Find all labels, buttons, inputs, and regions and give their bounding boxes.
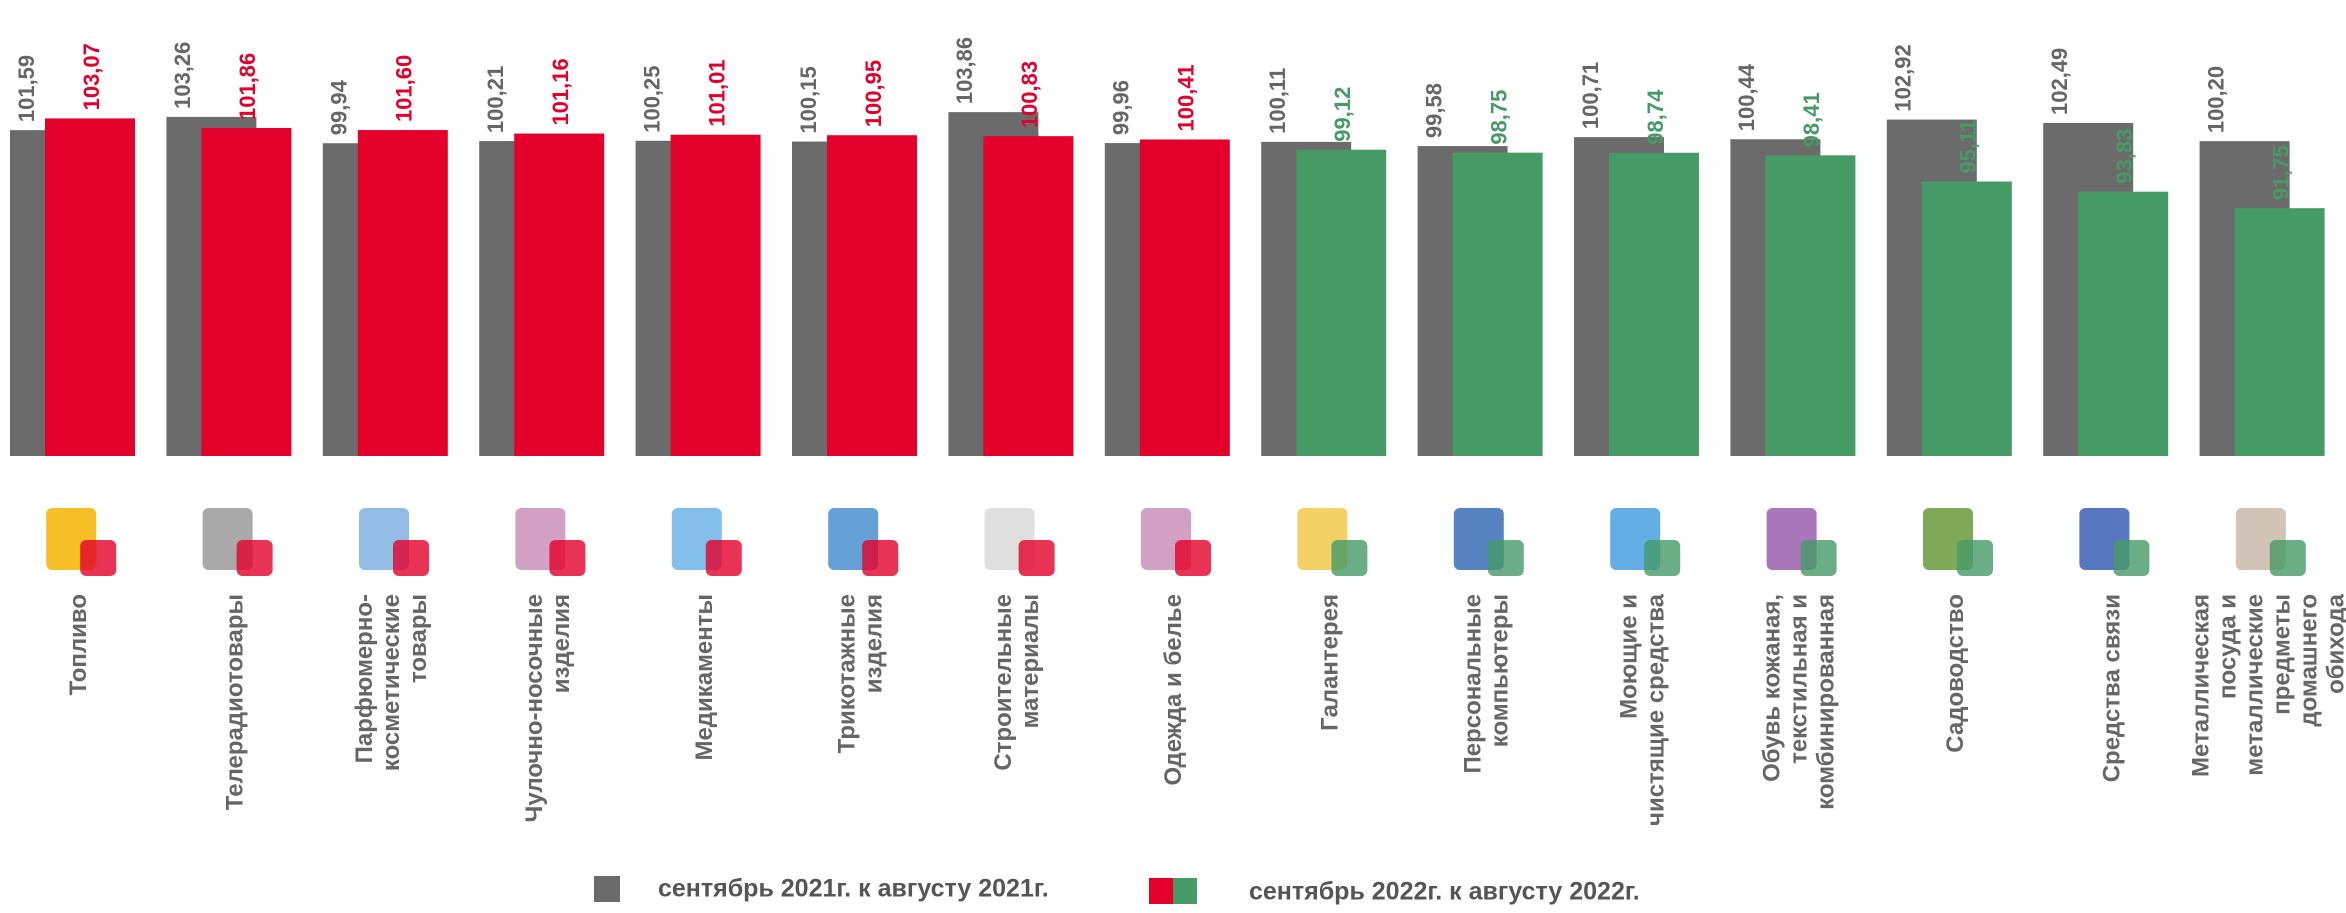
value-label: 103,86 — [952, 37, 977, 104]
value-label: 99,58 — [1421, 83, 1446, 138]
value-label: 101,59 — [14, 55, 39, 122]
value-label: 102,49 — [2047, 48, 2072, 115]
bar — [1609, 153, 1699, 456]
value-label: 99,96 — [1109, 80, 1134, 135]
legend-swatch — [1149, 878, 1173, 904]
value-label: 91,75 — [2268, 145, 2293, 200]
bar — [827, 135, 917, 456]
category-label: Строительныематериалы — [990, 594, 1044, 771]
value-label: 98,41 — [1799, 92, 1824, 147]
bar — [201, 128, 291, 456]
category-icon — [1175, 540, 1211, 576]
value-label: 98,74 — [1643, 89, 1668, 145]
category-label: Медикаменты — [691, 594, 718, 761]
category-icon — [237, 540, 273, 576]
category-label: Обувь кожаная,текстильная икомбинированн… — [1759, 594, 1840, 810]
category-label: Металлическаяпосуда иметаллическиепредме… — [2187, 593, 2346, 777]
value-label: 103,07 — [79, 43, 104, 110]
category-icon — [862, 540, 898, 576]
category-icon — [2113, 540, 2149, 576]
value-label: 102,92 — [1891, 44, 1916, 111]
category-icon — [393, 540, 429, 576]
value-label: 99,94 — [327, 79, 352, 135]
bar — [2235, 208, 2325, 456]
value-label: 98,75 — [1486, 90, 1511, 145]
value-label: 101,01 — [704, 59, 729, 126]
value-label: 100,41 — [1174, 64, 1199, 131]
category-label: Парфюмерно-косметическиетовары — [351, 594, 432, 771]
category-icon — [1957, 540, 1993, 576]
category-icon — [706, 540, 742, 576]
value-label: 100,15 — [796, 66, 821, 133]
category-icon — [1488, 540, 1524, 576]
bar — [671, 135, 761, 456]
value-label: 100,44 — [1734, 63, 1759, 131]
value-label: 103,26 — [170, 42, 195, 109]
category-icon — [549, 540, 585, 576]
bar — [358, 130, 448, 456]
bar — [1922, 182, 2012, 456]
category-label: Моющие ичистящие средства — [1616, 593, 1670, 826]
category-icon — [1331, 540, 1367, 576]
bar — [2078, 192, 2168, 456]
bar — [45, 118, 135, 456]
category-icon — [1644, 540, 1680, 576]
legend-label: сентябрь 2022г. к августу 2022г. — [1249, 878, 1640, 906]
value-label: 100,11 — [1265, 68, 1290, 134]
category-label: Телерадиотовары — [222, 594, 249, 810]
page: {"chart_data": { "type": "bar", "categor… — [0, 0, 2346, 908]
value-label: 100,25 — [639, 65, 664, 132]
value-label: 100,21 — [483, 66, 508, 133]
category-label: Топливо — [65, 594, 92, 695]
category-label: Одежда и белье — [1160, 594, 1187, 786]
category-label: Галантерея — [1316, 594, 1343, 731]
chart: 101,59 103,07 Топливо 103,26 101,86 Телерадио… — [0, 0, 2346, 908]
category-label: Персональныекомпьютеры — [1459, 594, 1513, 773]
category-icon — [1019, 540, 1055, 576]
value-label: 93,83 — [2112, 129, 2137, 184]
value-label: 100,83 — [1017, 61, 1042, 128]
category-icon — [2270, 540, 2306, 576]
category-label: Трикотажныеизделия — [834, 594, 888, 753]
value-label: 100,71 — [1578, 62, 1603, 129]
value-label: 95,11 — [1956, 120, 1981, 174]
bar — [1296, 150, 1386, 456]
category-icon — [80, 540, 116, 576]
category-label: Садоводство — [1942, 594, 1969, 753]
value-label: 101,16 — [548, 58, 573, 125]
value-label: 100,95 — [861, 60, 886, 127]
legend-swatch — [1173, 878, 1197, 904]
category-icon — [1801, 540, 1837, 576]
category-label: Средства связи — [2098, 594, 2125, 782]
value-label: 100,20 — [2203, 66, 2228, 133]
legend-swatch — [594, 876, 620, 902]
value-label: 99,12 — [1330, 87, 1355, 142]
value-label: 101,86 — [235, 53, 260, 120]
bar — [1140, 139, 1230, 456]
bar — [1453, 153, 1543, 456]
legend-label: сентябрь 2021г. к августу 2021г. — [658, 875, 1049, 903]
bar — [514, 134, 604, 456]
bar — [983, 136, 1073, 456]
value-label: 101,60 — [392, 55, 417, 122]
bar — [1765, 155, 1855, 456]
category-label: Чулочно-носочныеизделия — [521, 594, 575, 823]
